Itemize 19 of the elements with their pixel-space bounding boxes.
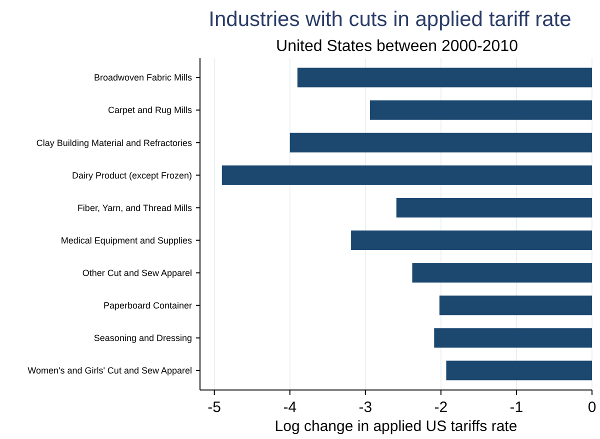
y-tick-label: Paperboard Container [103,300,192,311]
y-tick-label: Seasoning and Dressing [94,333,192,344]
x-axis-title: Log change in applied US tariffs rate [274,418,518,435]
x-tick-label: -2 [434,399,448,416]
x-tick-label: -5 [208,399,222,416]
y-tick-label: Broadwoven Fabric Mills [94,72,192,83]
y-tick-label: Dairy Product (except Frozen) [72,170,192,180]
y-tick-label: Fiber, Yarn, and Thread Mills [77,202,192,213]
x-tick-label: -3 [358,399,372,416]
chart-subtitle: United States between 2000-2010 [276,38,518,55]
chart-title: Industries with cuts in applied tariff rate [208,8,572,31]
y-tick-label: Carpet and Rug Mills [108,105,192,116]
x-tick-label: -4 [283,399,297,416]
y-tick-label: Women's and Girls' Cut and Sew Apparel [28,366,192,376]
x-tick-label: -1 [510,399,524,416]
x-tick-label: 0 [588,399,596,416]
y-tick-label: Medical Equipment and Supplies [60,235,192,246]
y-tick-label: Other Cut and Sew Apparel [82,268,192,278]
y-tick-label: Clay Building Material and Refractories [36,138,192,148]
